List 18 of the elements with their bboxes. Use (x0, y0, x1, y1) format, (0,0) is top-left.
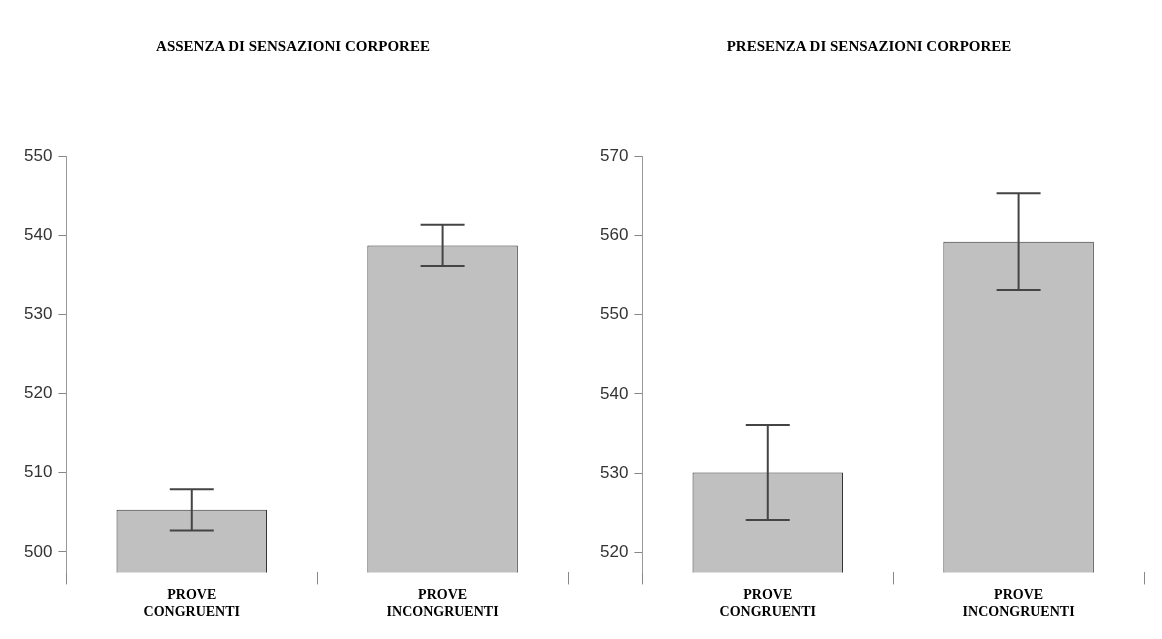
y-tick-label: 500 (23, 541, 53, 561)
chart-title: PRESENZA DI SENSAZIONI CORPOREE (726, 37, 1012, 54)
y-tick-label: 560 (599, 225, 629, 244)
chart-title: ASSENZA DI SENSAZIONI CORPOREE (156, 37, 430, 54)
y-tick-label: 550 (599, 304, 629, 324)
y-tick-label: 520 (23, 383, 53, 403)
y-tick-label: 510 (23, 462, 53, 482)
x-tick-label: PROVE CONGRUENTI (143, 587, 241, 620)
y-tick-label: 550 (23, 145, 53, 165)
x-tick-label: PROVE CONGRUENTI (719, 587, 817, 620)
y-tick-label: 530 (23, 304, 53, 324)
x-tick-label: PROVE INCONGRUENTI (962, 587, 1075, 620)
y-tick-label: 540 (599, 383, 629, 403)
y-tick-label: 540 (23, 224, 53, 244)
y-tick-label: 570 (599, 145, 629, 165)
y-tick-label: 520 (599, 542, 629, 562)
y-tick-label: 530 (599, 462, 629, 482)
x-tick-label: PROVE INCONGRUENTI (386, 587, 499, 620)
